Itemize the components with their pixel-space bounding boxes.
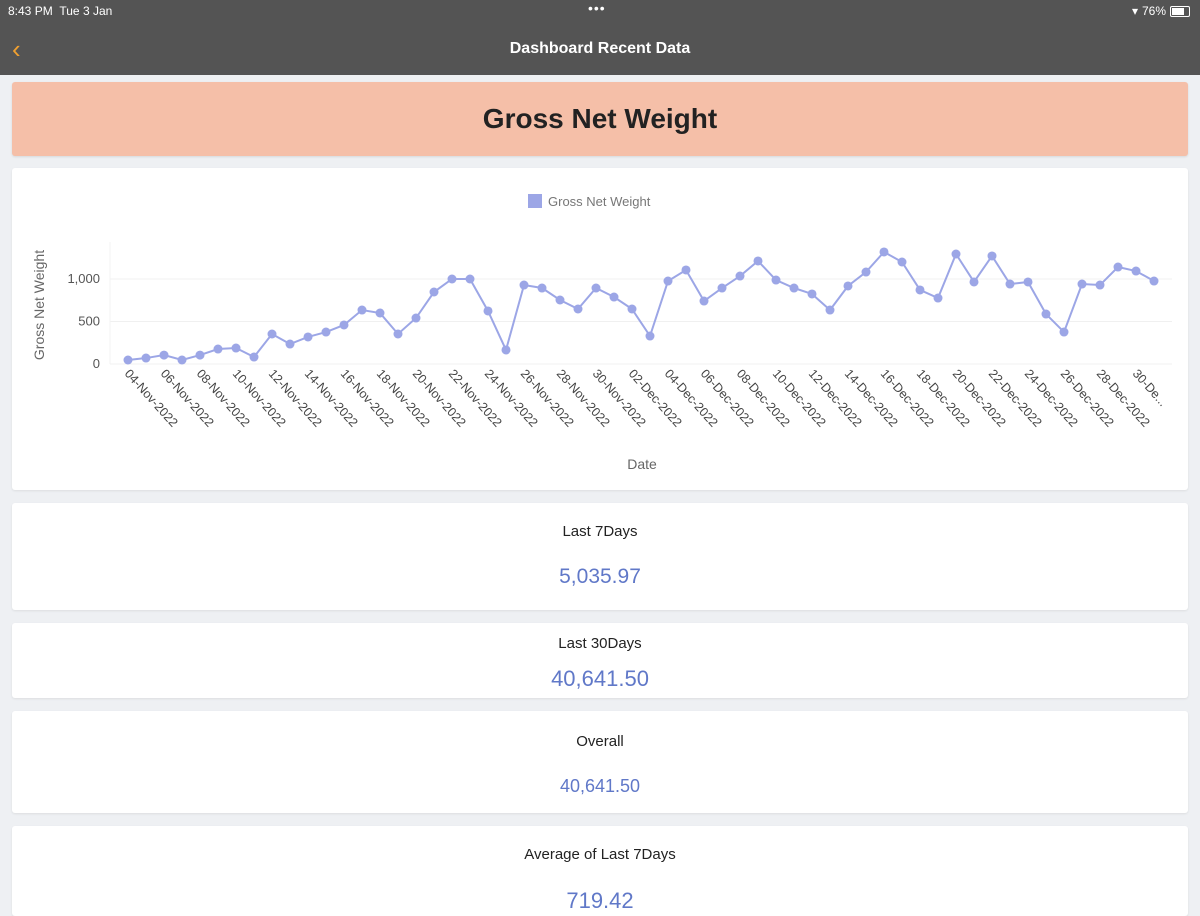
- data-point: [159, 350, 169, 360]
- data-point: [1131, 266, 1141, 276]
- data-point: [537, 283, 547, 293]
- data-point: [879, 247, 889, 257]
- stat-card-last-7-days: Last 7Days 5,035.97: [12, 503, 1188, 610]
- y-tick-label: 500: [78, 314, 100, 329]
- legend-swatch: [528, 194, 542, 208]
- data-point: [933, 293, 943, 303]
- data-point: [663, 276, 673, 286]
- data-point: [645, 331, 655, 341]
- data-point: [771, 275, 781, 285]
- data-point: [339, 320, 349, 330]
- y-tick-label: 1,000: [67, 271, 100, 286]
- chart-card: Gross Net Weight Gross Net Weight Date 0…: [12, 168, 1188, 490]
- data-point: [213, 344, 223, 354]
- stat-label: Last 7Days: [562, 523, 638, 540]
- stat-label: Overall: [576, 733, 624, 750]
- data-point: [429, 287, 439, 297]
- stat-label: Average of Last 7Days: [524, 846, 676, 863]
- data-point: [681, 265, 691, 275]
- line-chart: Gross Net Weight Gross Net Weight Date 0…: [31, 194, 1172, 472]
- nav-title: Dashboard Recent Data: [509, 40, 691, 57]
- stat-value: 40,641.50: [559, 776, 641, 796]
- data-point: [573, 304, 583, 314]
- stat-label: Last 30Days: [558, 635, 642, 652]
- data-point: [861, 267, 871, 277]
- data-point: [753, 256, 763, 266]
- data-point: [1005, 279, 1015, 289]
- data-point: [789, 283, 799, 293]
- data-point: [393, 329, 403, 339]
- data-point: [717, 283, 727, 293]
- data-point: [285, 339, 295, 349]
- data-point: [951, 249, 961, 259]
- data-point: [357, 305, 367, 315]
- data-point: [627, 304, 637, 314]
- data-point: [807, 289, 817, 299]
- wifi-icon: ▾: [1131, 4, 1138, 18]
- data-point: [1077, 279, 1087, 289]
- data-point: [1095, 280, 1105, 290]
- data-point: [249, 352, 259, 362]
- stat-value: 5,035.97: [559, 565, 641, 588]
- chevron-left-icon[interactable]: ‹: [12, 34, 21, 64]
- x-axis-title: Date: [627, 456, 657, 472]
- stat-value: 719.42: [566, 888, 634, 913]
- data-point: [465, 274, 475, 284]
- status-date: Tue 3 Jan: [59, 4, 113, 18]
- data-point: [411, 313, 421, 323]
- y-axis-title: Gross Net Weight: [31, 250, 47, 360]
- data-point: [483, 306, 493, 316]
- series-line: [127, 250, 1155, 362]
- data-point: [267, 329, 277, 339]
- data-point: [231, 343, 241, 353]
- data-point: [969, 277, 979, 287]
- data-point: [987, 251, 997, 261]
- data-point: [1113, 262, 1123, 272]
- data-point: [177, 355, 187, 365]
- data-point: [1149, 276, 1159, 286]
- data-point: [519, 280, 529, 290]
- data-point: [123, 355, 133, 365]
- data-point: [735, 271, 745, 281]
- data-point: [897, 257, 907, 267]
- data-point: [699, 296, 709, 306]
- page-title-banner: Gross Net Weight: [12, 82, 1188, 156]
- stat-card-overall: Overall 40,641.50: [12, 711, 1188, 813]
- data-point: [825, 305, 835, 315]
- stat-value: 40,641.50: [551, 666, 649, 691]
- legend-label[interactable]: Gross Net Weight: [548, 194, 651, 209]
- data-point: [303, 332, 313, 342]
- status-time: 8:43 PM: [8, 4, 53, 18]
- battery-icon: [1170, 5, 1190, 17]
- stat-card-average-last-7-days: Average of Last 7Days 719.42: [12, 826, 1188, 916]
- status-time-date: 8:43 PM Tue 3 Jan: [8, 4, 112, 18]
- data-point: [501, 345, 511, 355]
- data-point: [1041, 309, 1051, 319]
- data-point: [321, 327, 331, 337]
- data-point: [915, 285, 925, 295]
- data-point: [375, 308, 385, 318]
- data-point: [195, 350, 205, 360]
- y-tick-label: 0: [93, 356, 100, 371]
- stat-card-last-30-days: Last 30Days 40,641.50: [12, 623, 1188, 698]
- data-point: [141, 353, 151, 363]
- battery-percent: 76%: [1141, 4, 1166, 18]
- data-point: [555, 295, 565, 305]
- data-point: [1023, 277, 1033, 287]
- data-point: [591, 283, 601, 293]
- data-point: [843, 281, 853, 291]
- data-point: [609, 292, 619, 302]
- data-point: [1059, 327, 1069, 337]
- page-title: Gross Net Weight: [482, 103, 718, 134]
- top-bar: 8:43 PM Tue 3 Jan ••• ▾ 76% ‹ Dashboard …: [0, 0, 1200, 75]
- data-point: [447, 274, 457, 284]
- multitasking-dots[interactable]: •••: [588, 0, 606, 16]
- status-right: ▾ 76%: [1132, 4, 1190, 18]
